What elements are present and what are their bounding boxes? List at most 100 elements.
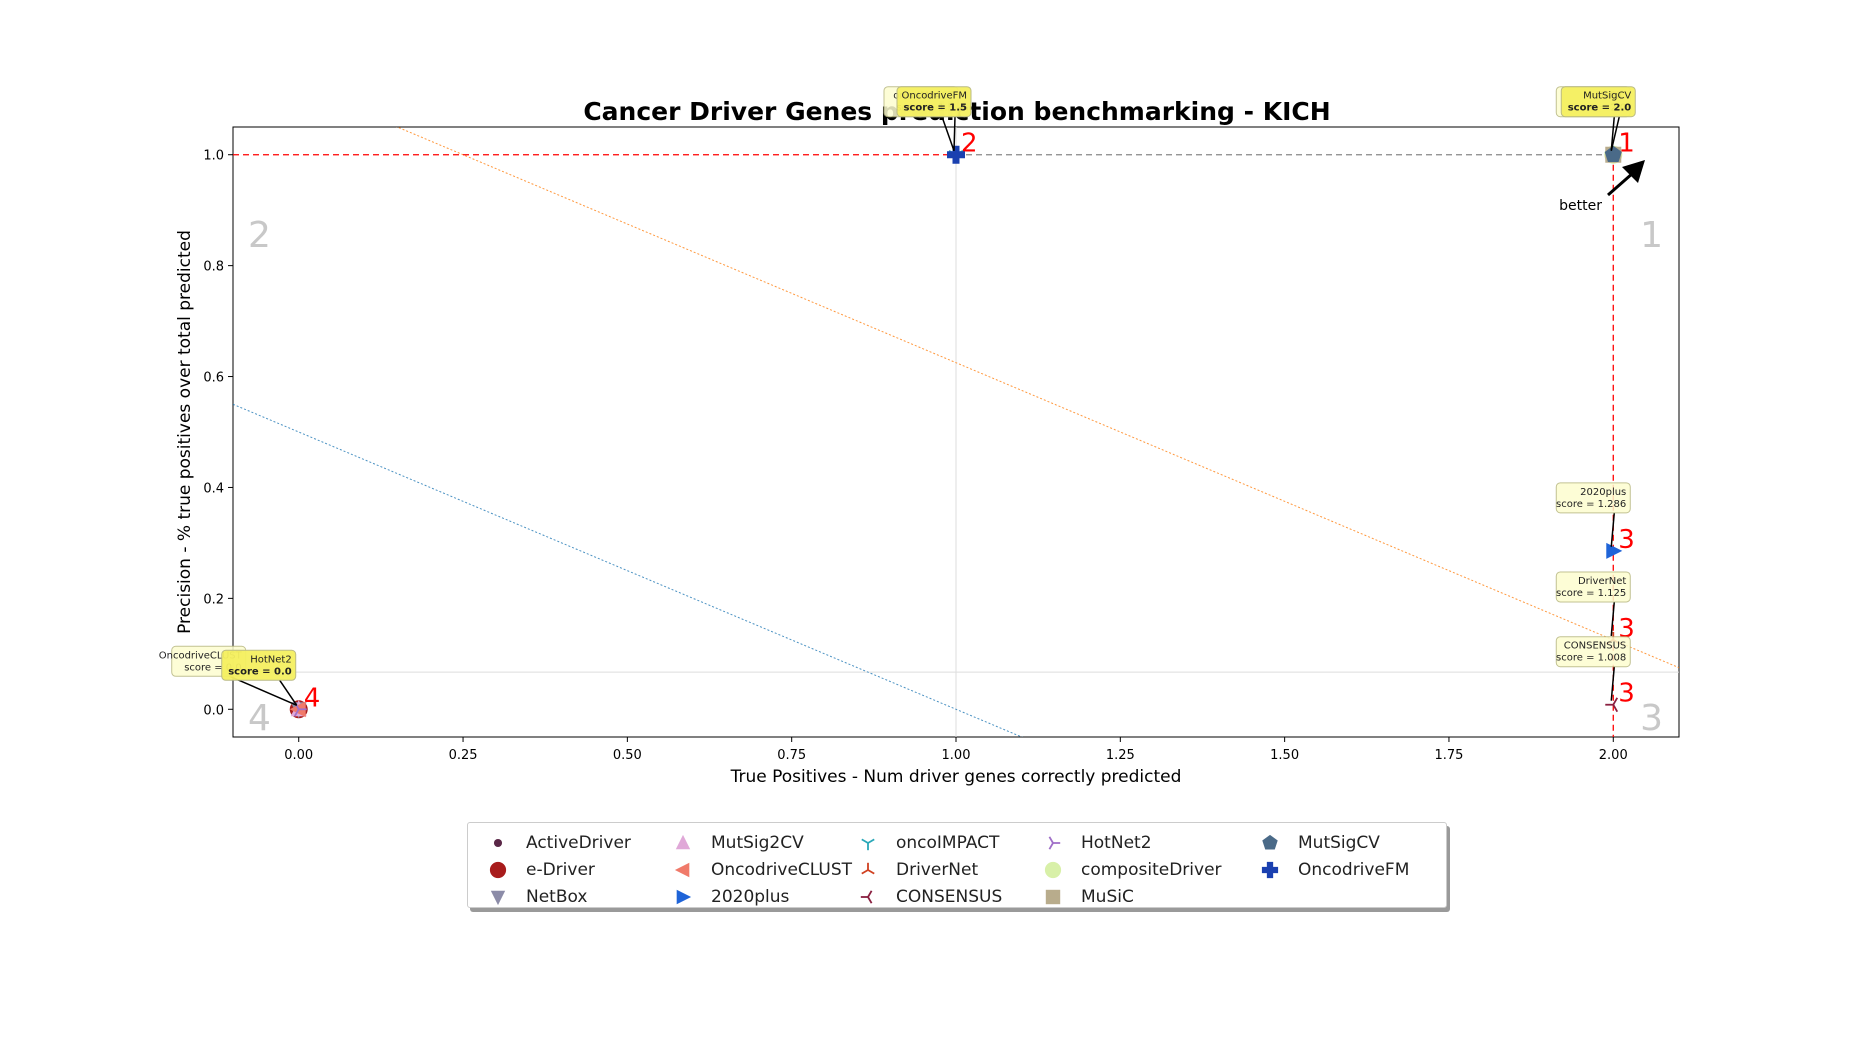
svg-text:score = 0.0: score = 0.0 bbox=[228, 666, 292, 677]
legend-marker bbox=[478, 858, 518, 882]
legend-item-oncoIMPACT: oncoIMPACT bbox=[848, 829, 1033, 856]
legend-marker bbox=[663, 858, 703, 882]
rank-label: 3 bbox=[1618, 525, 1635, 555]
better-label: better bbox=[1559, 198, 1602, 214]
legend-item-NetBox: NetBox bbox=[478, 883, 663, 910]
point-MutSigCV bbox=[1604, 145, 1622, 163]
legend-item-ActiveDriver: ActiveDriver bbox=[478, 829, 663, 856]
rank-label: 4 bbox=[304, 683, 321, 713]
svg-text:score = 1.5: score = 1.5 bbox=[903, 103, 967, 114]
quadrant-label-1: 1 bbox=[1640, 215, 1663, 256]
legend-marker bbox=[1250, 831, 1290, 855]
legend-label: OncodriveFM bbox=[1298, 859, 1410, 880]
legend-marker bbox=[1033, 831, 1073, 855]
rank-label: 1 bbox=[1618, 129, 1635, 159]
x-tick-label: 1.50 bbox=[1270, 748, 1299, 763]
x-axis-label: True Positives - Num driver genes correc… bbox=[730, 767, 1182, 787]
legend-marker bbox=[848, 858, 888, 882]
x-tick-label: 0.50 bbox=[613, 748, 642, 763]
svg-text:OncodriveCLUST: OncodriveCLUST bbox=[159, 650, 243, 661]
svg-text:score = 0.0: score = 0.0 bbox=[184, 662, 242, 673]
x-tick-label: 1.75 bbox=[1434, 748, 1463, 763]
legend-label: MuSiC bbox=[1081, 886, 1134, 907]
legend-marker bbox=[663, 831, 703, 855]
x-tick-label: 1.25 bbox=[1106, 748, 1135, 763]
legend-marker bbox=[478, 831, 518, 855]
x-tick-label: 0.75 bbox=[777, 748, 806, 763]
legend-marker bbox=[848, 885, 888, 909]
legend-item-OncodriveCLUST: OncodriveCLUST bbox=[663, 856, 852, 883]
x-tick-label: 0.25 bbox=[449, 748, 478, 763]
legend-marker bbox=[663, 885, 703, 909]
svg-text:score = 1.125: score = 1.125 bbox=[1556, 588, 1626, 599]
quadrant-label-4: 4 bbox=[248, 698, 271, 739]
rank-label: 2 bbox=[961, 129, 978, 159]
y-tick-label: 0.4 bbox=[203, 481, 224, 496]
svg-text:score = 1.286: score = 1.286 bbox=[1556, 499, 1626, 510]
legend-item-MuSiC: MuSiC bbox=[1033, 883, 1250, 910]
better-indicator: better bbox=[1559, 160, 1645, 214]
legend-label: CONSENSUS bbox=[896, 886, 1003, 907]
legend-label: ActiveDriver bbox=[526, 832, 631, 853]
legend-label: NetBox bbox=[526, 886, 588, 907]
reference-lines bbox=[233, 127, 1679, 737]
legend-label: HotNet2 bbox=[1081, 832, 1152, 853]
point-OncodriveFM bbox=[947, 145, 965, 164]
x-tick-label: 0.00 bbox=[284, 748, 313, 763]
legend-marker bbox=[478, 885, 518, 909]
legend-label: oncoIMPACT bbox=[896, 832, 1000, 853]
rank-label: 3 bbox=[1618, 679, 1635, 709]
svg-text:2020plus: 2020plus bbox=[1580, 487, 1626, 498]
y-tick-label: 0.2 bbox=[203, 592, 224, 607]
svg-text:HotNet2: HotNet2 bbox=[250, 654, 291, 665]
svg-text:score = 2.0: score = 2.0 bbox=[1568, 103, 1632, 114]
legend-marker bbox=[1033, 885, 1073, 909]
quadrant-label-3: 3 bbox=[1640, 698, 1663, 739]
legend-label: 2020plus bbox=[711, 886, 790, 907]
legend-marker bbox=[1250, 858, 1290, 882]
y-tick-label: 0.8 bbox=[203, 260, 224, 275]
svg-text:OncodriveFM: OncodriveFM bbox=[901, 91, 967, 102]
legend-item-HotNet2: HotNet2 bbox=[1033, 829, 1250, 856]
y-axis-label: Precision - % true positives over total … bbox=[175, 230, 195, 634]
legend-item-e-Driver: e-Driver bbox=[478, 856, 663, 883]
legend-marker bbox=[1033, 858, 1073, 882]
svg-text:score = 1.008: score = 1.008 bbox=[1556, 653, 1626, 664]
legend-item-MutSigCV: MutSigCV bbox=[1250, 829, 1435, 856]
legend-label: e-Driver bbox=[526, 859, 595, 880]
legend-label: OncodriveCLUST bbox=[711, 859, 853, 880]
x-tick-label: 2.00 bbox=[1599, 748, 1628, 763]
legend-item-2020plus: 2020plus bbox=[663, 883, 848, 910]
legend-item-CONSENSUS: CONSENSUS bbox=[848, 883, 1033, 910]
legend-grid: ActiveDriver e-Driver NetBox MutSig2CV Oncod… bbox=[478, 829, 1435, 910]
legend-item-OncodriveFM: OncodriveFM bbox=[1250, 856, 1435, 883]
legend-item-compositeDriver: compositeDriver bbox=[1033, 856, 1250, 883]
legend-label: DriverNet bbox=[896, 859, 979, 880]
svg-text:CONSENSUS: CONSENSUS bbox=[1564, 641, 1627, 652]
chart-legend: ActiveDriver e-Driver NetBox MutSig2CV Oncod… bbox=[467, 822, 1447, 908]
quadrant-labels: 1 2 3 4 bbox=[248, 215, 1663, 739]
legend-marker bbox=[848, 831, 888, 855]
axes: 0.00 0.25 0.50 0.75 1.00 1.25 1.50 1.75 2.00 0.0 0… bbox=[203, 149, 1627, 763]
svg-text:MutSigCV: MutSigCV bbox=[1583, 91, 1631, 102]
legend-label: MutSigCV bbox=[1298, 832, 1380, 853]
y-tick-label: 0.6 bbox=[203, 371, 224, 386]
y-tick-label: 1.0 bbox=[203, 149, 224, 164]
x-tick-label: 1.00 bbox=[942, 748, 971, 763]
point-CONSENSUS bbox=[1605, 697, 1619, 713]
y-tick-label: 0.0 bbox=[203, 703, 224, 718]
svg-text:DriverNet: DriverNet bbox=[1578, 576, 1626, 587]
quadrant-label-2: 2 bbox=[248, 215, 271, 256]
point-2020plus bbox=[1606, 542, 1623, 559]
legend-item-DriverNet: DriverNet bbox=[848, 856, 1033, 883]
legend-label: MutSig2CV bbox=[711, 832, 804, 853]
